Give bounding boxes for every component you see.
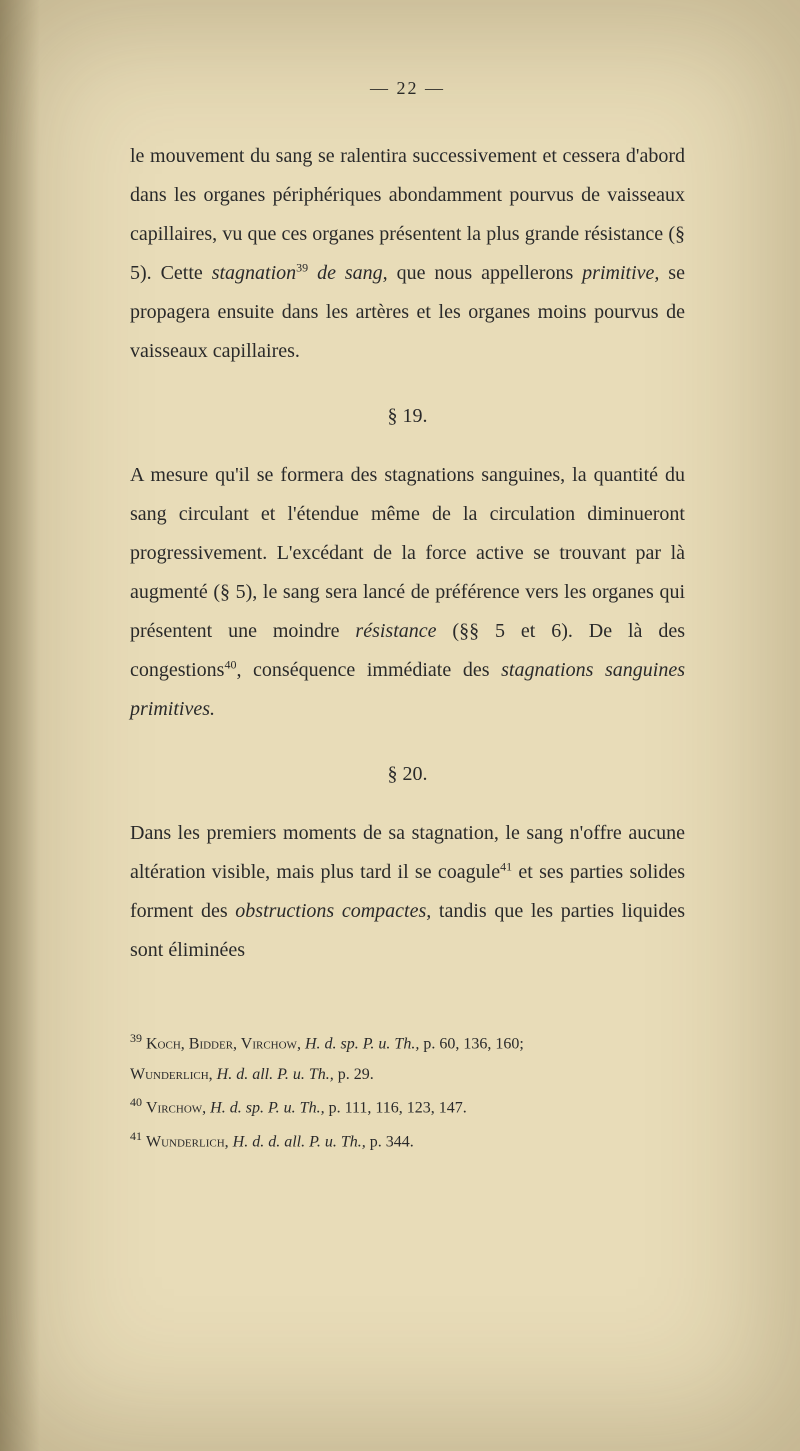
paragraph-3: Dans les premiers moments de sa stagnati… — [130, 814, 685, 970]
page-container: — 22 — le mouvement du sang se ralentira… — [0, 0, 800, 1219]
fn4-b: , — [225, 1133, 233, 1150]
fn1-b: , — [297, 1035, 305, 1052]
p2-text-a: A mesure qu'il se formera des stagnation… — [130, 464, 685, 642]
footnote-40: 40 Virchow, H. d. sp. P. u. Th., p. 111,… — [130, 1092, 685, 1122]
fn3-b: , — [202, 1100, 210, 1117]
fn1-c: H. d. sp. P. u. Th., — [305, 1035, 419, 1052]
fn4-d: p. 344. — [366, 1133, 414, 1150]
footnote-39: 39 Koch, Bidder, Virchow, H. d. sp. P. u… — [130, 1028, 685, 1058]
fn4-c: H. d. d. all. P. u. Th., — [233, 1133, 366, 1150]
p3-obstructions: obstructions compactes, — [235, 900, 431, 922]
fn1-d: p. 60, 136, 160; — [419, 1035, 523, 1052]
p1-desang: de sang, — [317, 262, 388, 284]
fn4-names: Wunderlich — [146, 1133, 225, 1150]
footnote-41: 41 Wunderlich, H. d. d. all. P. u. Th., … — [130, 1126, 685, 1156]
p1-sup-39: 39 — [296, 260, 308, 274]
fn2-names: Wunderlich — [130, 1066, 209, 1083]
fn2-c: p. 29. — [334, 1066, 374, 1083]
p1-primitive: primitive, — [582, 262, 659, 284]
fn3-sup: 40 — [130, 1095, 142, 1109]
page-number: — 22 — — [130, 78, 685, 99]
p1-text-c — [308, 262, 317, 284]
p1-text-e: que nous appellerons — [388, 262, 583, 284]
fn2-b: H. d. all. P. u. Th., — [217, 1066, 334, 1083]
p2-resistance: résistance — [355, 620, 436, 642]
section-20-marker: § 20. — [130, 763, 685, 786]
p2-text-d: , conséquence immédiate des — [236, 659, 501, 681]
fn3-c: H. d. sp. P. u. Th., — [210, 1100, 324, 1117]
paragraph-2: A mesure qu'il se formera des stagnation… — [130, 456, 685, 729]
footnote-39b: Wunderlich, H. d. all. P. u. Th., p. 29. — [130, 1061, 685, 1089]
p2-sup-40: 40 — [224, 657, 236, 671]
fn1-sup: 39 — [130, 1031, 142, 1045]
section-19-marker: § 19. — [130, 405, 685, 428]
paragraph-1: le mouvement du sang se ralentira succes… — [130, 137, 685, 371]
footnotes-block: 39 Koch, Bidder, Virchow, H. d. sp. P. u… — [130, 1028, 685, 1156]
fn3-d: p. 111, 116, 123, 147. — [325, 1100, 467, 1117]
fn3-names: Virchow — [146, 1100, 202, 1117]
fn2-a: , — [209, 1066, 217, 1083]
fn1-names: Koch, Bidder, Virchow — [146, 1035, 297, 1052]
fn4-sup: 41 — [130, 1129, 142, 1143]
p1-stagnation: stagnation — [212, 262, 296, 284]
p3-sup-41: 41 — [500, 859, 512, 873]
